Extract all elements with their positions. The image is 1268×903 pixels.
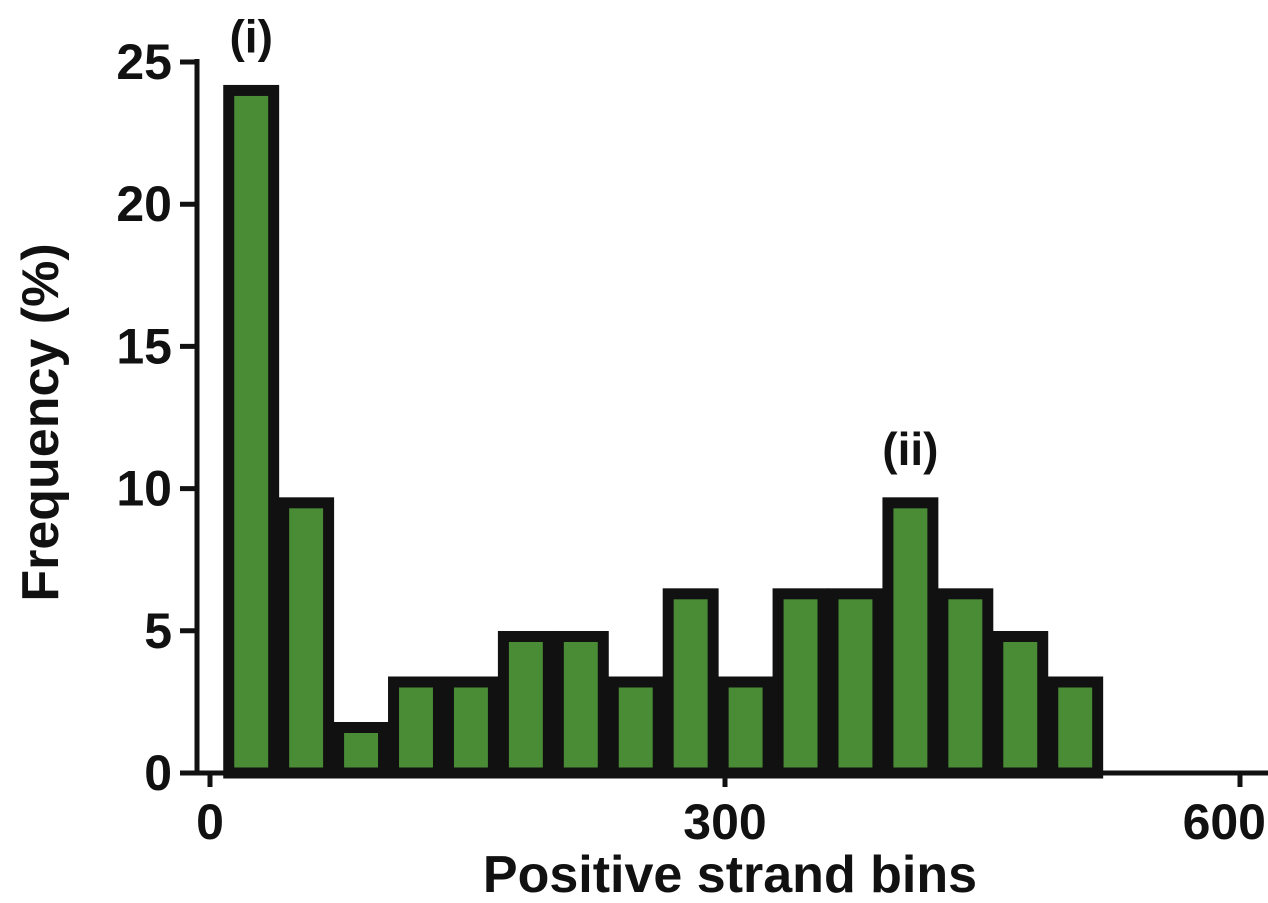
annotation-label-1: (ii) <box>882 423 938 475</box>
x-ticks-group: 0 300 600 <box>196 773 1266 850</box>
bars-group <box>223 84 1104 779</box>
y-tick-label-0: 0 <box>144 745 172 801</box>
annotations-group: (i) (ii) <box>229 10 938 474</box>
y-ticks-group: 0 5 10 15 20 25 <box>116 34 197 801</box>
histogram-bar-12 <box>882 497 939 779</box>
y-tick-label-1: 5 <box>144 603 172 659</box>
histogram-bar-8 <box>662 588 719 779</box>
y-tick-label-4: 20 <box>116 176 172 232</box>
histogram-bar-10 <box>772 588 829 779</box>
histogram-bar-15 <box>1047 676 1104 779</box>
histogram-bar-6 <box>552 630 609 779</box>
histogram-bar-2 <box>333 721 390 779</box>
histogram-bar-14 <box>992 630 1049 779</box>
histogram-bar-4 <box>442 676 499 779</box>
histogram-bar-7 <box>607 676 664 779</box>
y-tick-label-5: 25 <box>116 34 172 90</box>
x-tick-label-2: 600 <box>1183 794 1266 850</box>
x-axis-title: Positive strand bins <box>483 846 977 903</box>
axes-group <box>194 59 1268 776</box>
y-tick-label-3: 15 <box>116 318 172 374</box>
histogram-bar-9 <box>717 676 774 779</box>
histogram-bar-0 <box>223 84 280 779</box>
x-tick-label-1: 300 <box>683 794 766 850</box>
histogram-bar-3 <box>388 676 444 779</box>
y-axis-title: Frequency (%) <box>12 243 70 601</box>
x-tick-label-0: 0 <box>196 794 224 850</box>
annotation-label-0: (i) <box>229 10 272 62</box>
histogram-bar-5 <box>497 630 554 779</box>
y-tick-label-2: 10 <box>116 461 172 517</box>
histogram-bar-1 <box>278 497 335 779</box>
histogram-bar-13 <box>937 588 994 779</box>
histogram-bar-11 <box>827 588 884 779</box>
